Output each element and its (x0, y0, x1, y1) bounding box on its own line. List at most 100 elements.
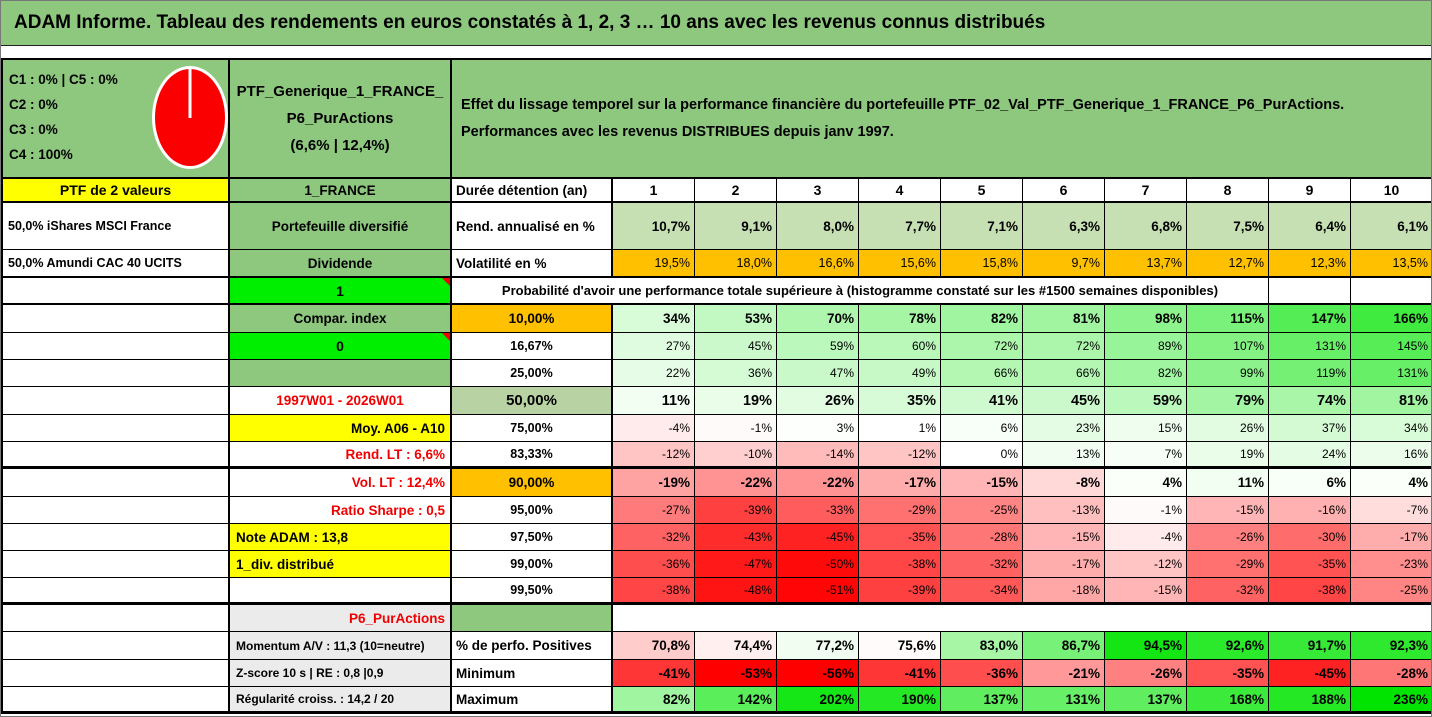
col-a-cell[interactable] (3, 442, 230, 469)
value-cell[interactable]: -25% (1351, 578, 1431, 605)
value-cell[interactable]: 1% (859, 415, 941, 442)
value-cell[interactable]: 72% (941, 333, 1023, 360)
col-b-cell[interactable]: 1997W01 - 2026W01 (230, 387, 452, 415)
value-cell[interactable]: 115% (1187, 305, 1269, 333)
value-cell[interactable]: 190% (859, 687, 941, 714)
value-cell[interactable]: 19,5% (613, 250, 695, 278)
col-b-cell[interactable]: 1_FRANCE (230, 179, 452, 203)
probability-section-header[interactable]: Probabilité d'avoir une performance tota… (452, 278, 1269, 305)
value-cell[interactable]: 36% (695, 360, 777, 387)
col-a-cell[interactable] (3, 497, 230, 524)
duration-col-header[interactable]: 9 (1269, 179, 1351, 203)
value-cell[interactable]: 16,6% (777, 250, 859, 278)
col-a-cell[interactable] (3, 360, 230, 387)
value-cell[interactable]: 7,1% (941, 203, 1023, 250)
value-cell[interactable]: 15% (1105, 415, 1187, 442)
value-cell[interactable]: -38% (1269, 578, 1351, 605)
row-label-cell[interactable]: 50,00% (452, 387, 613, 415)
value-cell[interactable]: -51% (777, 578, 859, 605)
value-cell[interactable]: -29% (859, 497, 941, 524)
col-a-cell[interactable] (3, 415, 230, 442)
value-cell[interactable]: -15% (941, 469, 1023, 497)
col-a-cell[interactable] (3, 660, 230, 687)
value-cell[interactable]: 89% (1105, 333, 1187, 360)
value-cell[interactable]: 188% (1269, 687, 1351, 714)
value-cell[interactable]: 9,7% (1023, 250, 1105, 278)
col-a-cell[interactable] (3, 387, 230, 415)
value-cell[interactable]: -36% (613, 551, 695, 578)
value-cell[interactable]: -35% (1269, 551, 1351, 578)
value-cell[interactable]: 12,3% (1269, 250, 1351, 278)
value-cell[interactable]: 137% (941, 687, 1023, 714)
value-cell[interactable]: -50% (777, 551, 859, 578)
col-b-cell[interactable]: Moy. A06 - A10 (230, 415, 452, 442)
value-cell[interactable]: 147% (1269, 305, 1351, 333)
col-b-cell[interactable]: Compar. index (230, 305, 452, 333)
col-b-cell[interactable]: Rend. LT : 6,6% (230, 442, 452, 469)
value-cell[interactable]: -13% (1023, 497, 1105, 524)
value-cell[interactable]: -45% (777, 524, 859, 551)
value-cell[interactable]: -38% (859, 551, 941, 578)
duration-col-header[interactable]: 1 (613, 179, 695, 203)
value-cell[interactable]: -36% (941, 660, 1023, 687)
col-b-cell[interactable] (230, 360, 452, 387)
row-label-cell[interactable]: 95,00% (452, 497, 613, 524)
value-cell[interactable]: 86,7% (1023, 632, 1105, 660)
value-cell[interactable]: 82% (1105, 360, 1187, 387)
value-cell[interactable]: 66% (1023, 360, 1105, 387)
value-cell[interactable]: 13,5% (1351, 250, 1431, 278)
pie-chart[interactable] (152, 66, 228, 169)
value-cell[interactable]: 82% (941, 305, 1023, 333)
duration-col-header[interactable]: 5 (941, 179, 1023, 203)
value-cell[interactable]: -26% (1105, 660, 1187, 687)
value-cell[interactable]: 166% (1351, 305, 1431, 333)
value-cell[interactable]: -15% (1023, 524, 1105, 551)
value-cell[interactable]: 45% (1023, 387, 1105, 415)
col-a-cell[interactable] (3, 578, 230, 605)
value-cell[interactable]: -4% (613, 415, 695, 442)
value-cell[interactable]: 72% (1023, 333, 1105, 360)
value-cell[interactable]: -14% (777, 442, 859, 469)
col-a-cell[interactable] (3, 687, 230, 714)
value-cell[interactable]: 202% (777, 687, 859, 714)
col-a-cell[interactable] (3, 551, 230, 578)
value-cell[interactable]: 94,5% (1105, 632, 1187, 660)
value-cell[interactable]: 91,7% (1269, 632, 1351, 660)
col-b-cell[interactable]: Momentum A/V : 11,3 (10=neutre) (230, 632, 452, 660)
value-cell[interactable]: -39% (859, 578, 941, 605)
row-label-cell[interactable]: 10,00% (452, 305, 613, 333)
col-b-cell[interactable]: Z-score 10 s | RE : 0,8 |0,9 (230, 660, 452, 687)
value-cell[interactable]: 8,0% (777, 203, 859, 250)
row-label-cell[interactable]: 99,50% (452, 578, 613, 605)
value-cell[interactable]: 74% (1269, 387, 1351, 415)
description-cell[interactable]: Effet du lissage temporel sur la perform… (452, 60, 1431, 179)
value-cell[interactable]: 79% (1187, 387, 1269, 415)
value-cell[interactable]: 16% (1351, 442, 1431, 469)
value-cell[interactable]: -18% (1023, 578, 1105, 605)
row-label-cell[interactable]: 90,00% (452, 469, 613, 497)
col-b-cell[interactable] (230, 578, 452, 605)
value-cell[interactable]: 7,5% (1187, 203, 1269, 250)
row-label-cell[interactable]: 99,00% (452, 551, 613, 578)
value-cell[interactable]: -15% (1187, 497, 1269, 524)
value-cell[interactable]: 92,6% (1187, 632, 1269, 660)
value-cell[interactable]: -12% (1105, 551, 1187, 578)
value-cell[interactable]: 34% (1351, 415, 1431, 442)
row-label-cell[interactable]: 16,67% (452, 333, 613, 360)
row-label-cell[interactable] (452, 605, 613, 632)
value-cell[interactable]: -35% (1187, 660, 1269, 687)
value-cell[interactable]: 34% (613, 305, 695, 333)
value-cell[interactable]: -16% (1269, 497, 1351, 524)
col-a-cell[interactable] (3, 278, 230, 305)
col-a-cell[interactable]: 50,0% Amundi CAC 40 UCITS (3, 250, 230, 278)
blank-cell[interactable] (613, 605, 1431, 632)
value-cell[interactable]: 19% (695, 387, 777, 415)
value-cell[interactable]: -39% (695, 497, 777, 524)
value-cell[interactable]: 27% (613, 333, 695, 360)
col-b-cell[interactable]: P6_PurActions (230, 605, 452, 632)
value-cell[interactable]: 78% (859, 305, 941, 333)
value-cell[interactable]: -32% (613, 524, 695, 551)
row-label-cell[interactable]: Maximum (452, 687, 613, 714)
value-cell[interactable]: 49% (859, 360, 941, 387)
value-cell[interactable]: -1% (695, 415, 777, 442)
